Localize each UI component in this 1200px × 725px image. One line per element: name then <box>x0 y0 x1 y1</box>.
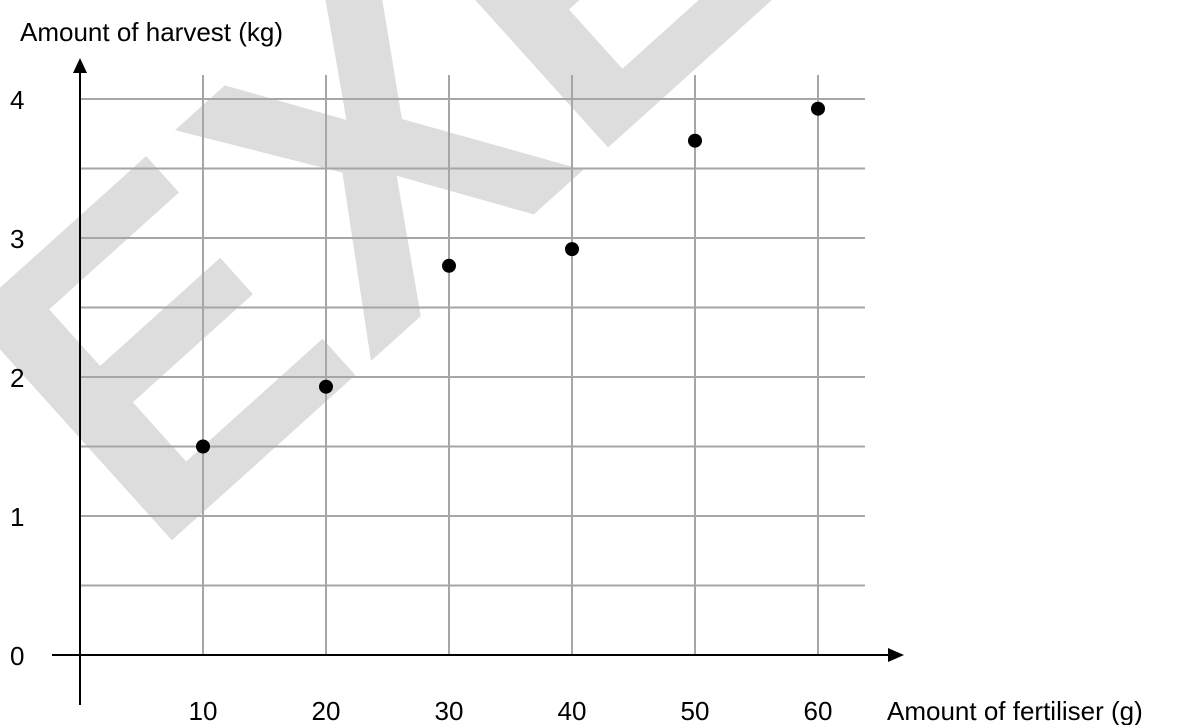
x-axis-title: Amount of fertiliser (g) <box>887 696 1143 725</box>
grid <box>80 75 865 655</box>
y-axis-title: Amount of harvest (kg) <box>20 17 283 47</box>
x-tick-label: 30 <box>435 696 464 725</box>
x-axis-arrowhead <box>888 648 904 662</box>
y-axis-arrowhead <box>73 58 87 73</box>
y-tick-label: 0 <box>10 641 24 671</box>
data-point <box>319 379 333 394</box>
x-tick-label: 10 <box>189 696 218 725</box>
data-point <box>565 242 579 257</box>
y-tick-label: 4 <box>10 85 24 115</box>
watermark: EXEMPLAR <box>0 0 1200 630</box>
x-tick-label: 60 <box>804 696 833 725</box>
y-tick-label: 3 <box>10 224 24 254</box>
watermark-text: EXEMPLAR <box>0 0 1200 630</box>
x-tick-label: 40 <box>558 696 587 725</box>
y-tick-label: 1 <box>10 502 24 532</box>
data-point <box>196 439 210 454</box>
tick-labels: 10 20 30 40 50 60 0 1 2 3 4 <box>10 85 832 725</box>
data-point <box>811 101 825 116</box>
data-point <box>688 133 702 148</box>
data-point <box>442 258 456 273</box>
x-tick-label: 20 <box>312 696 341 725</box>
y-tick-label: 2 <box>10 363 24 393</box>
data-points <box>196 101 825 454</box>
x-tick-label: 50 <box>681 696 710 725</box>
axes <box>52 58 904 705</box>
